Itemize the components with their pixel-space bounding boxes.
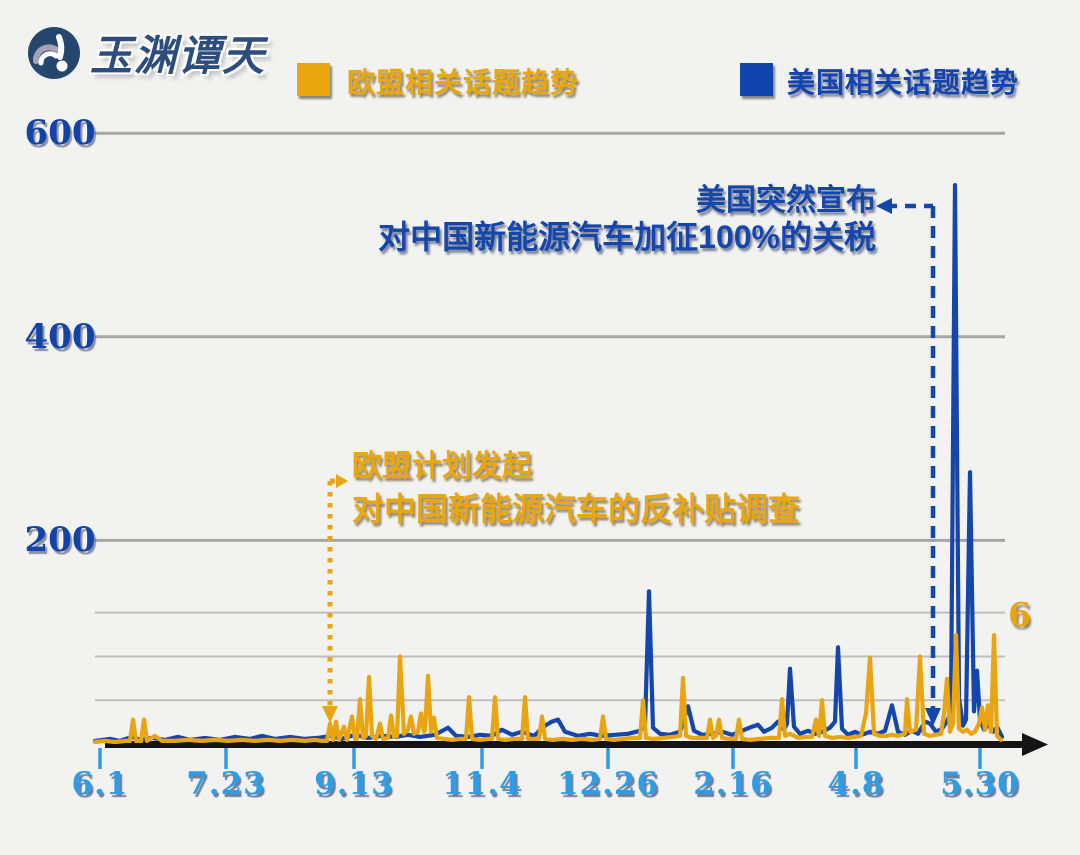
us-annotation-line1: 美国突然宣布 xyxy=(696,184,876,217)
x-axis-label-12.26: 12.26 xyxy=(556,766,660,802)
us-annotation-connector xyxy=(876,198,941,726)
us-annotation-line2: 对中国新能源汽车加征100%的关税 xyxy=(378,218,876,255)
x-axis-label-6.1: 6.1 xyxy=(71,766,129,802)
eu-annotation: 欧盟计划发起 对中国新能源汽车的反补贴调查 xyxy=(352,450,800,527)
legend-us-swatch xyxy=(740,63,773,96)
y-axis-label-400: 400 xyxy=(24,316,96,357)
eu-annotation-line2: 对中国新能源汽车的反补贴调查 xyxy=(352,490,801,527)
x-axis-label-2.16: 2.16 xyxy=(693,766,773,802)
brand-logo: 玉渊谭天 xyxy=(26,22,266,83)
legend-us-label: 美国相关话题趋势 xyxy=(787,67,1020,98)
brand-name: 玉渊谭天 xyxy=(90,31,267,80)
us-series-line xyxy=(92,183,1005,744)
x-axis-label-4.8: 4.8 xyxy=(827,766,885,802)
legend-eu-label: 欧盟相关话题趋势 xyxy=(347,67,580,98)
eu-series-line xyxy=(92,632,1004,745)
y-axis-label-600: 600 xyxy=(24,113,96,154)
y-axis-label-200: 200 xyxy=(24,520,96,561)
eu-annotation-connector xyxy=(322,474,348,723)
yuyuan-tantian-logo-icon xyxy=(28,26,80,79)
us-annotation: 美国突然宣布 对中国新能源汽车加征100%的关税 xyxy=(330,184,876,255)
legend-eu-swatch xyxy=(297,63,330,96)
x-axis-arrow-icon xyxy=(1022,733,1048,756)
side-value-label: 6 xyxy=(1008,595,1031,634)
x-axis-label-7.23: 7.23 xyxy=(186,766,266,802)
x-axis-label-5.30: 5.30 xyxy=(940,766,1020,802)
x-axis-line xyxy=(105,741,1027,748)
x-axis-label-11.4: 11.4 xyxy=(442,766,522,802)
x-axis-label-9.13: 9.13 xyxy=(314,766,394,802)
eu-annotation-line1: 欧盟计划发起 xyxy=(352,450,532,483)
